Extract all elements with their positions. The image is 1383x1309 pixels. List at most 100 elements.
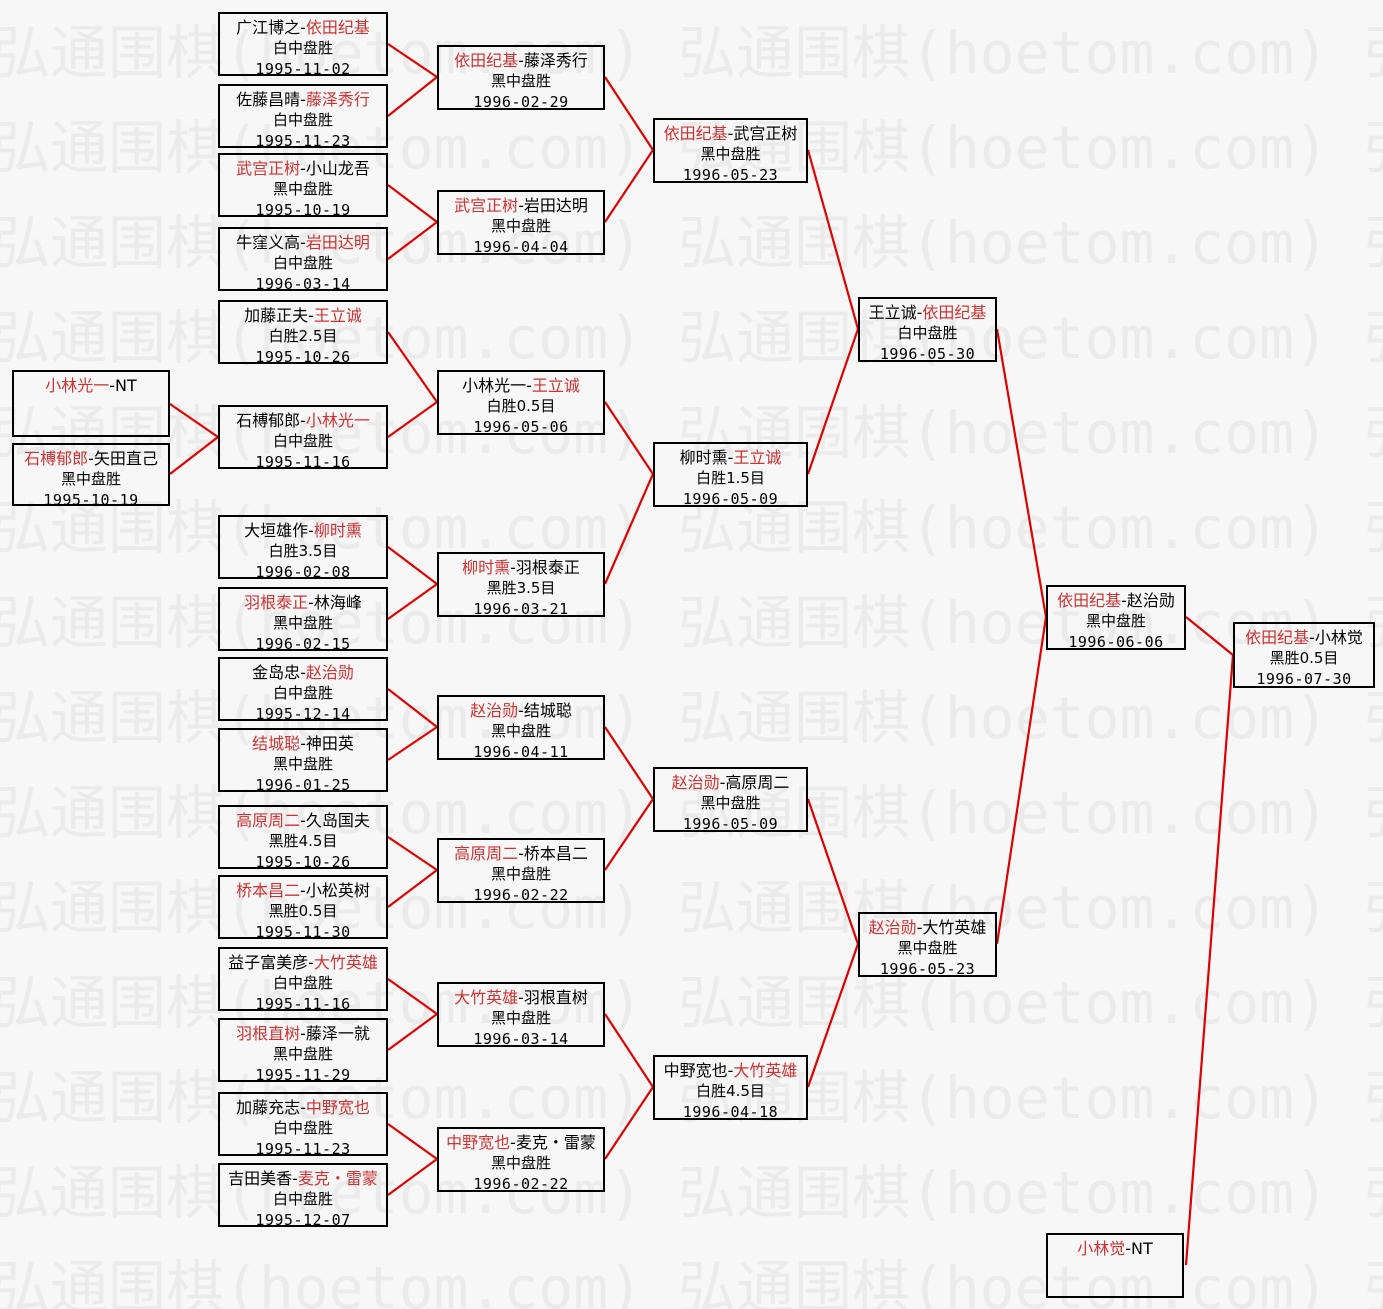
match-date: 1995-10-19: [43, 491, 139, 509]
match-result: 白中盘胜: [897, 324, 958, 342]
player2-name: 小山龙吾: [305, 159, 370, 178]
player2-name: 羽根泰正: [515, 558, 580, 577]
match-result: 黑中盘胜: [490, 722, 551, 740]
match-players: 广江博之-依田纪基: [220, 17, 386, 38]
match-result: 黑中盘胜: [700, 145, 761, 163]
bracket-connector-line: [995, 328, 1048, 618]
match-date: 1995-11-02: [255, 60, 351, 78]
player1-name: 依田纪基: [454, 51, 519, 70]
vs-dash: -: [300, 1024, 306, 1043]
match-result: 白中盘胜: [272, 1190, 333, 1208]
match-date: 1996-02-15: [255, 635, 351, 653]
match-date: 1996-05-09: [682, 490, 779, 508]
player2-name: 结城聪: [523, 701, 572, 720]
match-box-r2-7: 大竹英雄-羽根直树 黑中盘胜 1996-03-14: [437, 982, 605, 1048]
bracket-connector-line: [169, 436, 219, 475]
match-players: 柳时熏-羽根泰正: [439, 557, 603, 578]
vs-dash: -: [1309, 628, 1315, 647]
match-date: 1996-01-25: [255, 776, 351, 794]
player2-name: 大竹英雄: [922, 918, 987, 937]
match-date: 1996-03-21: [473, 600, 569, 618]
match-date: 1996-03-14: [255, 275, 351, 293]
match-players: 羽根直树-藤泽一就: [220, 1023, 386, 1044]
bracket-connector-line: [387, 1123, 438, 1160]
bracket-connector-line: [387, 401, 438, 438]
match-box-r2-1: 依田纪基-藤泽秀行 黑中盘胜 1996-02-29: [437, 45, 605, 111]
match-box-r1-1: 广江博之-依田纪基 白中盘胜 1995-11-02: [218, 12, 388, 78]
player1-name: 吉田美香: [228, 1169, 293, 1188]
player1-name: 石榑郁郎: [236, 411, 301, 430]
match-box-r2-5: 赵治勋-结城聪 黑中盘胜 1996-04-11: [437, 695, 605, 761]
match-box-qf-3: 赵治勋-高原周二 黑中盘胜 1996-05-09: [653, 767, 808, 833]
match-result: 黑中盘胜: [272, 1045, 333, 1063]
match-box-r1-4: 牛窪义高-岩田达明 白中盘胜 1996-03-14: [218, 227, 388, 293]
vs-dash: -: [518, 701, 524, 720]
match-players: 桥本昌二-小松英树: [220, 880, 386, 901]
match-box-r1-5: 加藤正夫-王立诚 白胜2.5目 1995-10-26: [218, 300, 388, 366]
match-box-sf-1: 王立诚-依田纪基 白中盘胜 1996-05-30: [858, 297, 997, 363]
match-players: 牛窪义高-岩田达明: [220, 232, 386, 253]
player2-name: 矢田直己: [93, 449, 158, 468]
player1-name: 依田纪基: [1245, 628, 1310, 647]
match-box-r1-2: 佐藤昌晴-藤泽秀行 白中盘胜 1995-11-23: [218, 84, 388, 150]
match-box-r1-15: 加藤充志-中野宽也 白中盘胜 1995-11-23: [218, 1092, 388, 1158]
bracket-connector-line: [806, 943, 860, 1088]
player2-name: NT: [1131, 1239, 1153, 1258]
match-result: 黑胜0.5目: [268, 902, 338, 920]
player1-name: 王立诚: [868, 303, 917, 322]
vs-dash: -: [1121, 591, 1127, 610]
bracket-connector-line: [604, 1086, 654, 1160]
bracket-connector-line: [806, 149, 860, 330]
match-result: 白胜2.5目: [268, 327, 338, 345]
match-box-final: 依田纪基-赵治勋 黑中盘胜 1996-06-06: [1046, 585, 1186, 651]
vs-dash: -: [727, 1061, 734, 1080]
match-box-r2-3: 小林光一-王立诚 白胜0.5目 1996-05-06: [437, 370, 605, 436]
vs-dash: -: [1125, 1239, 1132, 1258]
match-result: 黑中盘胜: [272, 614, 333, 632]
vs-dash: -: [510, 558, 516, 577]
match-players: 赵治勋-大竹英雄: [860, 917, 995, 938]
player2-name: 林海峰: [313, 593, 362, 612]
vs-dash: -: [300, 18, 306, 37]
player2-name: 依田纪基: [305, 18, 370, 37]
match-players: 中野宽也-大竹英雄: [655, 1060, 806, 1081]
player1-name: 赵治勋: [671, 773, 720, 792]
player1-name: 羽根泰正: [244, 593, 309, 612]
player1-name: 佐藤昌晴: [236, 90, 301, 109]
vs-dash: -: [526, 376, 532, 395]
player2-name: 藤泽秀行: [305, 90, 370, 109]
match-result: 黑中盘胜: [490, 1009, 551, 1027]
vs-dash: -: [916, 303, 923, 322]
bracket-connector-line: [387, 76, 438, 117]
match-date: 1996-02-22: [473, 1175, 569, 1193]
bracket-connector-line: [387, 836, 438, 871]
match-players: 依田纪基-赵治勋: [1048, 590, 1184, 611]
player2-name: 大竹英雄: [313, 953, 378, 972]
match-result: 黑中盘胜: [272, 180, 333, 198]
watermark-text: 弘通围棋(hoetom.com) 弘通围棋(hoetom.com) 弘通围棋(h…: [0, 209, 1383, 277]
player1-name: 柳时熏: [679, 448, 728, 467]
match-box-r1-13: 益子富美彦-大竹英雄 白中盘胜 1995-11-16: [218, 947, 388, 1013]
vs-dash: -: [300, 233, 306, 252]
player1-name: 桥本昌二: [236, 881, 301, 900]
player1-name: 广江博之: [236, 18, 301, 37]
match-date: 1995-10-26: [255, 853, 351, 871]
match-date: 1995-10-26: [255, 348, 351, 366]
watermark-text: 弘通围棋(hoetom.com) 弘通围棋(hoetom.com) 弘通围棋(h…: [0, 304, 1383, 372]
watermark-text: 弘通围棋(hoetom.com) 弘通围棋(hoetom.com) 弘通围棋(h…: [0, 494, 1383, 562]
match-box-sf-2: 赵治勋-大竹英雄 黑中盘胜 1996-05-23: [858, 912, 997, 978]
bracket-connector-line: [995, 616, 1048, 945]
vs-dash: -: [292, 1169, 298, 1188]
player1-name: 武宫正树: [454, 196, 519, 215]
bracket-connector-line: [387, 869, 438, 908]
match-players: 金岛忠-赵治勋: [220, 662, 386, 683]
match-box-r1-9: 金岛忠-赵治勋 白中盘胜 1995-12-14: [218, 657, 388, 723]
match-box-r2-8: 中野宽也-麦克・雷蒙 黑中盘胜 1996-02-22: [437, 1127, 605, 1193]
match-players: 小林光一-王立诚: [439, 375, 603, 396]
vs-dash: -: [510, 1133, 516, 1152]
match-date: 1996-04-04: [473, 238, 569, 256]
match-players: 吉田美香-麦克・雷蒙: [220, 1168, 386, 1189]
match-result: 白胜1.5目: [696, 469, 765, 487]
player2-name: 高原周二: [725, 773, 790, 792]
watermark-text: 弘通围棋(hoetom.com) 弘通围棋(hoetom.com) 弘通围棋(h…: [0, 969, 1383, 1037]
